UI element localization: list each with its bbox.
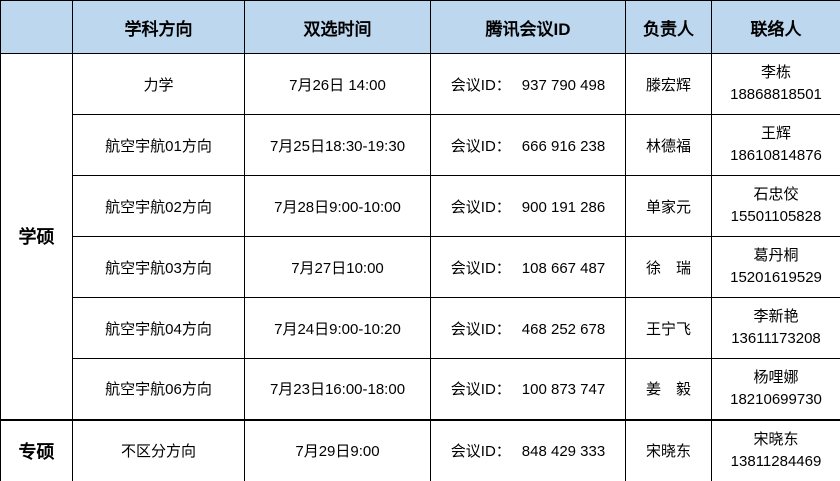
contact-name: 李栋	[760, 64, 791, 82]
leader-cell: 徐 瑞	[625, 236, 712, 298]
contact-phone: 15201619529	[730, 269, 822, 286]
table-row: 航空宇航06方向 7月23日16:00-18:00 会议ID： 100 873 7…	[1, 358, 840, 420]
meeting-id-value: 937 790 498	[521, 76, 606, 94]
group-cell-academic: 学硕	[0, 53, 73, 420]
direction-cell: 航空宇航02方向	[72, 175, 245, 237]
contact-phone: 18610814876	[730, 147, 822, 164]
meeting-id-value: 666 916 238	[521, 137, 606, 155]
meeting-id-cell: 会议ID： 848 429 333	[430, 418, 626, 481]
meeting-id-label: 会议ID：	[450, 320, 511, 338]
group-cell-professional: 专硕	[0, 418, 73, 481]
contact-name: 李新艳	[753, 308, 799, 326]
contact-name: 宋晓东	[753, 431, 799, 448]
col-header-contact: 联络人	[711, 0, 840, 54]
time-cell: 7月23日16:00-18:00	[244, 358, 431, 420]
direction-cell: 航空宇航01方向	[72, 114, 245, 176]
direction-cell: 航空宇航03方向	[72, 236, 245, 298]
corner-cell	[0, 0, 73, 54]
leader-cell: 滕宏辉	[625, 53, 712, 115]
time-cell: 7月24日9:00-10:20	[244, 297, 431, 359]
time-cell: 7月27日10:00	[244, 236, 431, 298]
contact-phone: 15501105828	[730, 208, 822, 225]
contact-cell: 葛丹桐 15201619529	[711, 236, 840, 298]
table-row: 学硕 力学 7月26日 14:00 会议ID： 937 790 498 滕宏辉 李…	[0, 53, 840, 420]
contact-phone: 18210699730	[730, 390, 822, 408]
leader-cell: 林德福	[625, 114, 712, 176]
contact-name: 王辉	[760, 125, 791, 143]
table-row: 专硕 不区分方向 7月29日9:00 会议ID： 848 429 333 宋晓东 …	[0, 418, 840, 481]
direction-cell: 航空宇航04方向	[72, 297, 245, 359]
meeting-id-label: 会议ID：	[450, 76, 511, 94]
meeting-id-label: 会议ID：	[450, 381, 511, 399]
table-row: 航空宇航02方向 7月28日9:00-10:00 会议ID： 900 191 28…	[1, 175, 840, 237]
col-header-direction: 学科方向	[72, 0, 245, 54]
time-cell: 7月26日 14:00	[244, 53, 431, 115]
table-row: 航空宇航01方向 7月25日18:30-19:30 会议ID： 666 916 2…	[1, 114, 840, 176]
col-header-time: 双选时间	[244, 0, 431, 54]
contact-cell: 王辉 18610814876	[711, 114, 840, 176]
contact-cell: 杨哩娜 18210699730	[711, 358, 840, 420]
contact-cell: 李新艳 13611173208	[711, 297, 840, 359]
contact-phone: 13611173208	[731, 330, 821, 347]
col-header-meeting-id: 腾讯会议ID	[430, 0, 626, 54]
leader-cell: 姜 毅	[625, 358, 712, 420]
contact-phone: 18868818501	[730, 86, 822, 103]
direction-cell: 力学	[72, 53, 245, 115]
contact-name: 石忠佼	[753, 186, 799, 204]
meeting-id-label: 会议ID：	[450, 198, 511, 216]
meeting-id-label: 会议ID：	[450, 259, 511, 277]
meeting-id-cell: 会议ID： 666 916 238	[430, 114, 626, 176]
leader-cell: 王宁飞	[625, 297, 712, 359]
table-row: 航空宇航03方向 7月27日10:00 会议ID： 108 667 487 徐 瑞…	[1, 236, 840, 298]
time-cell: 7月25日18:30-19:30	[244, 114, 431, 176]
meeting-id-cell: 会议ID： 468 252 678	[430, 297, 626, 359]
contact-cell: 宋晓东 13811284469	[711, 418, 840, 481]
contact-cell: 李栋 18868818501	[711, 53, 840, 115]
meeting-id-value: 108 667 487	[521, 259, 606, 277]
meeting-id-cell: 会议ID： 900 191 286	[430, 175, 626, 237]
meeting-id-cell: 会议ID： 100 873 747	[430, 358, 626, 420]
leader-cell: 宋晓东	[625, 418, 712, 481]
meeting-id-value: 848 429 333	[521, 443, 606, 461]
meeting-id-cell: 会议ID： 937 790 498	[430, 53, 626, 115]
leader-cell: 单家元	[625, 175, 712, 237]
contact-name: 杨哩娜	[753, 369, 799, 386]
direction-cell: 不区分方向	[72, 418, 245, 481]
meeting-id-label: 会议ID：	[450, 137, 511, 155]
direction-cell: 航空宇航06方向	[72, 358, 245, 420]
time-cell: 7月28日9:00-10:00	[244, 175, 431, 237]
table-row: 航空宇航04方向 7月24日9:00-10:20 会议ID： 468 252 67…	[1, 297, 840, 359]
col-header-leader: 负责人	[625, 0, 712, 54]
contact-phone: 13811284469	[730, 452, 822, 470]
contact-cell: 石忠佼 15501105828	[711, 175, 840, 237]
meeting-id-value: 900 191 286	[521, 198, 606, 216]
contact-name: 葛丹桐	[753, 247, 799, 265]
meeting-id-label: 会议ID：	[450, 443, 511, 461]
meeting-id-cell: 会议ID： 108 667 487	[430, 236, 626, 298]
time-cell: 7月29日9:00	[244, 418, 431, 481]
meeting-id-value: 468 252 678	[521, 320, 606, 338]
header-row: 学科方向 双选时间 腾讯会议ID 负责人 联络人	[0, 0, 840, 54]
meeting-id-value: 100 873 747	[521, 381, 606, 399]
